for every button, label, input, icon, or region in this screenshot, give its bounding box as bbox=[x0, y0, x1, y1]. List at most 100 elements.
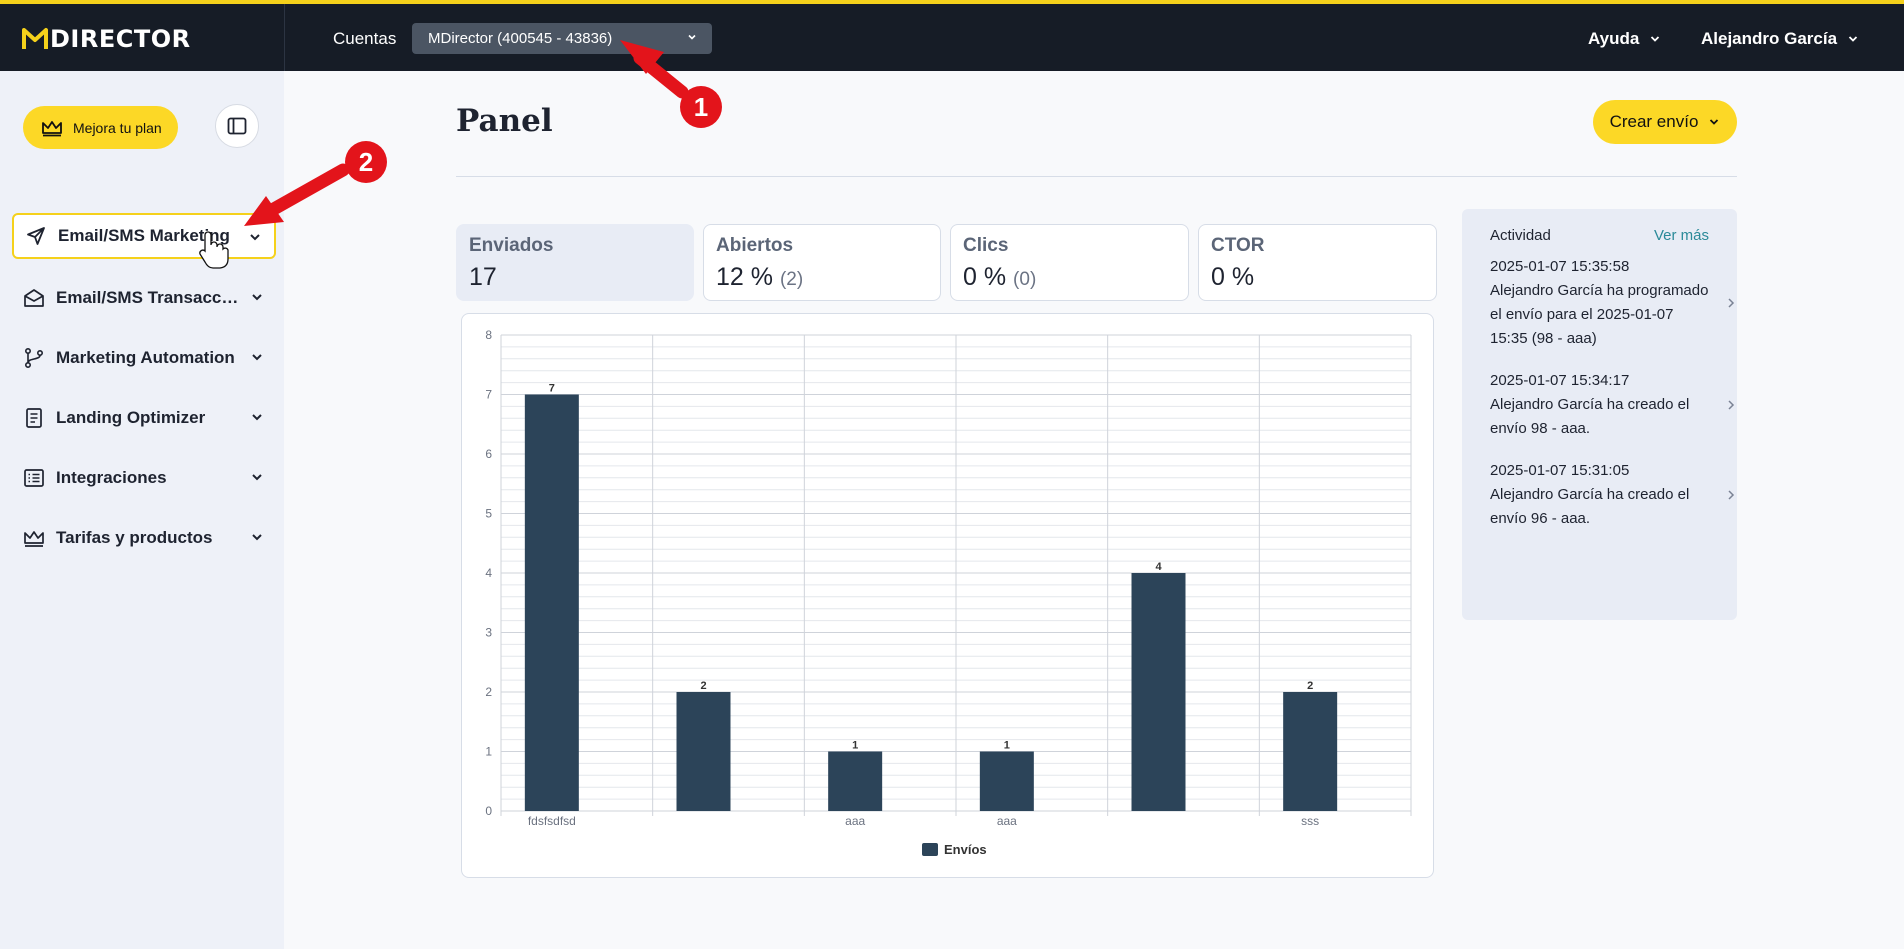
account-select-value: MDirector (400545 - 43836) bbox=[428, 30, 613, 47]
bar-data-label: 2 bbox=[700, 680, 706, 692]
sidebar-item-email-sms-transaccionales[interactable]: Email/SMS Transaccionales bbox=[12, 275, 276, 321]
chart-card: 0 1 2 3 4 5 6 7 8 7 fdsfsdfsd 2 1 aaa 1 aaa 4 2 sss Envíos bbox=[461, 313, 1434, 878]
chevron-down-icon bbox=[1651, 36, 1660, 42]
annotation-badge-1: 1 bbox=[680, 86, 722, 128]
x-tick-label: aaa bbox=[845, 814, 865, 828]
chevron-down-icon bbox=[1710, 119, 1719, 125]
bar bbox=[1131, 573, 1186, 811]
kpi-clics[interactable]: Clics 0 % (0) bbox=[950, 224, 1189, 301]
help-menu[interactable]: Ayuda bbox=[1588, 29, 1661, 49]
kpi-value: 17 bbox=[469, 263, 497, 291]
y-tick-label: 0 bbox=[485, 804, 492, 818]
kpi-label: Enviados bbox=[469, 235, 554, 256]
kpi-abiertos[interactable]: Abiertos 12 % (2) bbox=[703, 224, 941, 301]
activity-item[interactable]: 2025-01-07 15:35:58 Alejandro García ha … bbox=[1490, 255, 1735, 351]
logo-m-icon bbox=[22, 28, 48, 49]
activity-time: 2025-01-07 15:35:58 bbox=[1490, 258, 1630, 275]
chevron-down-icon bbox=[688, 34, 696, 40]
activity-text: Alejandro García ha creado el envío 98 -… bbox=[1490, 396, 1690, 437]
bar-data-label: 2 bbox=[1307, 680, 1313, 692]
send-icon bbox=[25, 225, 47, 247]
upgrade-plan-label: Mejora tu plan bbox=[73, 119, 162, 136]
bar bbox=[676, 692, 731, 811]
user-menu[interactable]: Alejandro García bbox=[1701, 29, 1859, 49]
upgrade-plan-button[interactable]: Mejora tu plan bbox=[23, 106, 178, 149]
user-name: Alejandro García bbox=[1701, 29, 1838, 48]
bar-data-label: 7 bbox=[549, 383, 555, 395]
sidebar-collapse-button[interactable] bbox=[215, 104, 259, 148]
activity-item[interactable]: 2025-01-07 15:34:17 Alejandro García ha … bbox=[1490, 369, 1735, 441]
sidebar-item-integraciones[interactable]: Integraciones bbox=[12, 455, 276, 501]
sidebar-item-label: Tarifas y productos bbox=[56, 528, 213, 547]
annotation-badge-2: 2 bbox=[345, 141, 387, 183]
activity-text: Alejandro García ha programado el envío … bbox=[1490, 282, 1709, 347]
legend-label: Envíos bbox=[944, 842, 987, 857]
bar-data-label: 4 bbox=[1155, 561, 1162, 573]
bar-chart: 0 1 2 3 4 5 6 7 8 7 fdsfsdfsd 2 1 aaa 1 aaa 4 2 sss Envíos bbox=[485, 328, 1412, 857]
page-title: Panel bbox=[456, 103, 553, 139]
activity-panel: Actividad Ver más 2025-01-07 15:35:58 Al… bbox=[1462, 209, 1737, 620]
kpi-label: Abiertos bbox=[716, 235, 794, 256]
activity-more-link[interactable]: Ver más bbox=[1653, 227, 1709, 244]
crown-icon bbox=[42, 120, 62, 136]
document-icon bbox=[23, 407, 45, 429]
sidebar-item-email-sms-marketing[interactable]: Email/SMS Marketing bbox=[12, 213, 276, 259]
legend-swatch bbox=[922, 843, 938, 856]
y-tick-label: 5 bbox=[485, 507, 492, 521]
chevron-right-icon bbox=[1728, 298, 1735, 308]
chevron-down-icon bbox=[252, 294, 262, 301]
chevron-down-icon bbox=[252, 354, 262, 361]
kpi-sub: (0) bbox=[1013, 269, 1037, 290]
bar bbox=[828, 751, 883, 811]
sidebar-toggle-icon bbox=[227, 117, 247, 135]
activity-item[interactable]: 2025-01-07 15:31:05 Alejandro García ha … bbox=[1490, 459, 1735, 531]
create-send-label: Crear envío bbox=[1609, 112, 1699, 131]
kpi-sub: (2) bbox=[779, 269, 804, 290]
sidebar-item-label: Email/SMS Transaccionales bbox=[56, 288, 241, 307]
branch-icon bbox=[23, 347, 45, 369]
chevron-down-icon bbox=[252, 534, 262, 541]
chevron-down-icon bbox=[1848, 36, 1858, 42]
sidebar-item-label: Landing Optimizer bbox=[56, 408, 206, 427]
bar bbox=[524, 394, 579, 811]
kpi-ctor[interactable]: CTOR 0 % bbox=[1198, 224, 1437, 301]
sidebar bbox=[0, 71, 284, 949]
chevron-right-icon bbox=[1728, 400, 1735, 410]
x-tick-label: aaa bbox=[997, 814, 1017, 828]
create-send-button[interactable]: Crear envío bbox=[1593, 100, 1737, 144]
sidebar-item-label: Integraciones bbox=[56, 468, 167, 487]
kpi-value: 0 % bbox=[963, 263, 1007, 291]
sidebar-item-label: Marketing Automation bbox=[56, 348, 235, 367]
x-tick-label: sss bbox=[1301, 814, 1319, 828]
activity-time: 2025-01-07 15:31:05 bbox=[1490, 462, 1630, 479]
y-tick-label: 8 bbox=[485, 328, 492, 342]
sidebar-item-landing-optimizer[interactable]: Landing Optimizer bbox=[12, 395, 276, 441]
activity-title: Actividad bbox=[1490, 227, 1551, 244]
bar bbox=[1283, 692, 1338, 811]
sidebar-item-label: Email/SMS Marketing bbox=[58, 226, 230, 245]
bar-data-label: 1 bbox=[852, 740, 858, 752]
help-label: Ayuda bbox=[1588, 29, 1640, 48]
chevron-down-icon bbox=[252, 474, 262, 481]
list-icon bbox=[23, 467, 45, 489]
bar-data-label: 1 bbox=[1004, 740, 1010, 752]
crown-icon bbox=[23, 527, 45, 549]
topbar-divider bbox=[284, 4, 285, 71]
kpi-value: 12 % bbox=[716, 263, 773, 291]
bar bbox=[979, 751, 1034, 811]
x-tick-label: fdsfsdfsd bbox=[528, 814, 576, 828]
account-select[interactable]: MDirector (400545 - 43836) bbox=[412, 23, 712, 54]
chevron-right-icon bbox=[1728, 490, 1735, 500]
accounts-label: Cuentas bbox=[333, 29, 397, 48]
kpi-enviados[interactable]: Enviados 17 bbox=[456, 224, 694, 301]
logo[interactable]: DIRECTOR bbox=[22, 25, 191, 53]
top-bar: DIRECTOR Cuentas MDirector (400545 - 438… bbox=[0, 0, 1904, 71]
sidebar-item-tarifas-y-productos[interactable]: Tarifas y productos bbox=[12, 515, 276, 561]
activity-time: 2025-01-07 15:34:17 bbox=[1490, 372, 1630, 389]
kpi-label: Clics bbox=[963, 235, 1009, 256]
sidebar-item-marketing-automation[interactable]: Marketing Automation bbox=[12, 335, 276, 381]
chevron-down-icon bbox=[250, 234, 260, 241]
y-tick-label: 6 bbox=[485, 447, 492, 461]
y-tick-label: 7 bbox=[485, 388, 492, 402]
chevron-down-icon bbox=[252, 414, 262, 421]
